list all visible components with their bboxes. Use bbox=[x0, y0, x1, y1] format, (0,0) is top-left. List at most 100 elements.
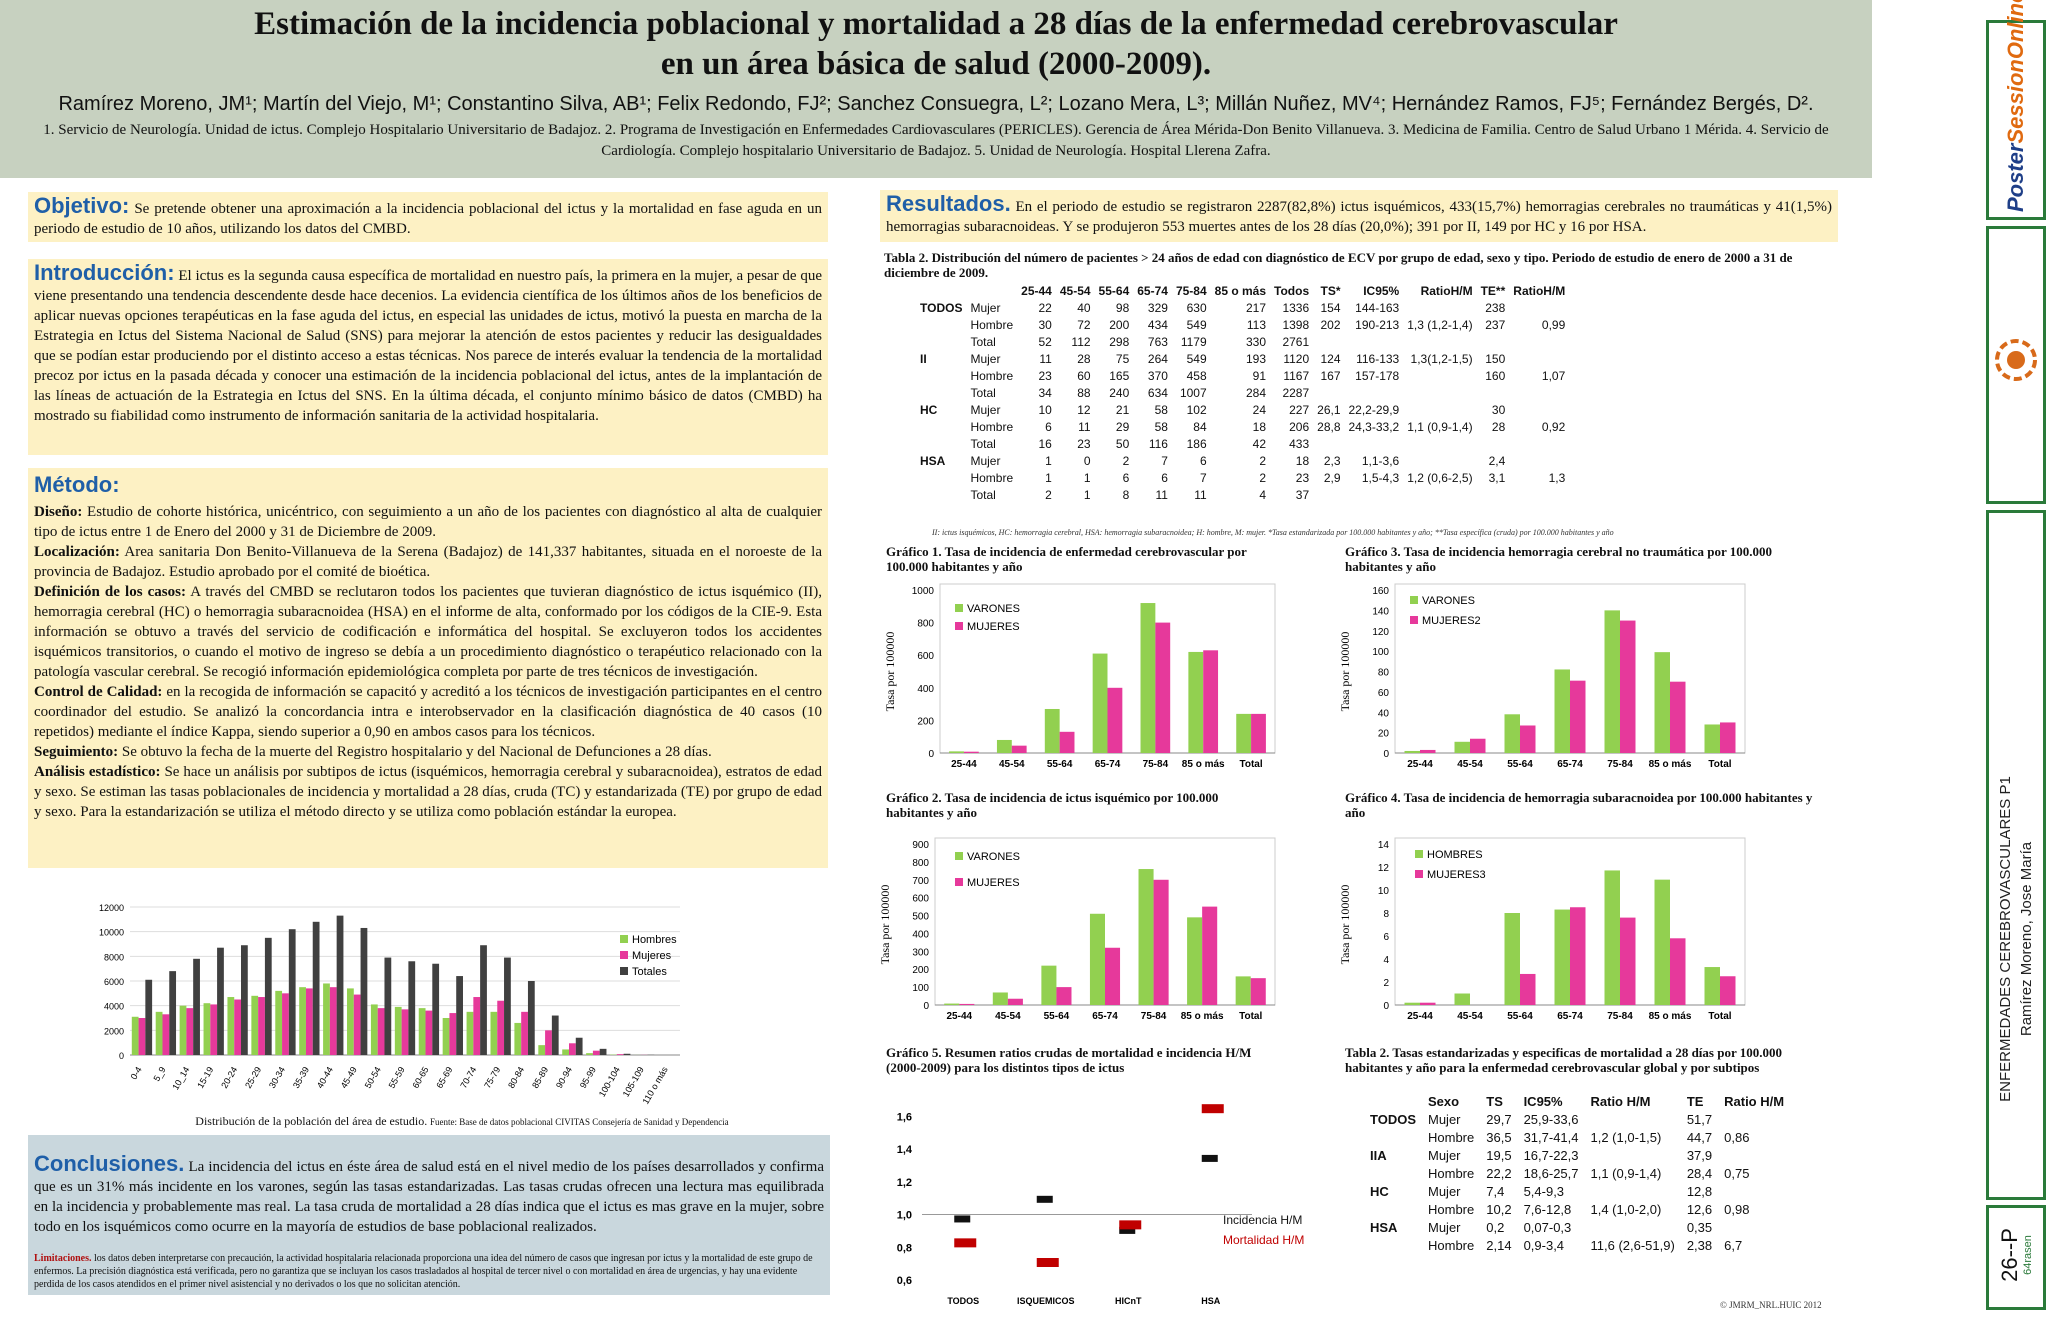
bar-mujeres bbox=[234, 1000, 241, 1056]
table-cell bbox=[1313, 486, 1344, 503]
table-cell: 18 bbox=[1211, 418, 1270, 435]
metodo-localizacion: Localización: Area sanitaria Don Benito-… bbox=[34, 542, 822, 582]
bar-mujeres bbox=[545, 1030, 552, 1055]
table-cell bbox=[1477, 435, 1510, 452]
y-tick-label: 10 bbox=[1378, 886, 1390, 897]
table-cell: TODOS bbox=[916, 299, 966, 316]
table-cell: 1,5-4,3 bbox=[1345, 469, 1404, 486]
y-tick-label: 0 bbox=[1383, 749, 1389, 760]
bar-mujeres bbox=[210, 1004, 217, 1055]
table-cell: 28,8 bbox=[1313, 418, 1344, 435]
x-tick-label: 75-79 bbox=[482, 1065, 502, 1090]
y-tick-label: 140 bbox=[1372, 606, 1389, 617]
table-cell bbox=[1364, 1236, 1422, 1254]
x-tick-label: 45-49 bbox=[339, 1065, 359, 1090]
table-cell: 190-213 bbox=[1345, 316, 1404, 333]
x-tick-label: 85 o más bbox=[1181, 1011, 1224, 1022]
legend-swatch bbox=[1410, 616, 1418, 624]
bar-varones bbox=[944, 1004, 959, 1005]
bar-totales bbox=[265, 938, 272, 1055]
g4-title: Gráfico 4. Tasa de incidencia de hemorra… bbox=[1345, 790, 1825, 820]
bar-varones bbox=[1188, 652, 1203, 753]
x-tick-label: 45-54 bbox=[999, 759, 1025, 770]
x-tick-label: Total bbox=[1239, 759, 1262, 770]
x-tick-label: 75-84 bbox=[1607, 759, 1633, 770]
table-cell: 10,2 bbox=[1480, 1200, 1517, 1218]
table-cell: 458 bbox=[1172, 367, 1211, 384]
x-tick-label: 45-54 bbox=[1457, 1011, 1483, 1022]
bar-varones bbox=[997, 740, 1012, 753]
table-cell: 72 bbox=[1056, 316, 1095, 333]
table-cell: Hombre bbox=[1422, 1236, 1480, 1254]
table-cell: 2,4 bbox=[1477, 452, 1510, 469]
table-cell: 40 bbox=[1056, 299, 1095, 316]
table-cell: 2 bbox=[1095, 452, 1134, 469]
table-cell: 36,5 bbox=[1480, 1128, 1517, 1146]
bar-mujeres bbox=[330, 987, 337, 1055]
table-header-cell: Ratio H/M bbox=[1718, 1092, 1790, 1110]
y-tick-label: 400 bbox=[917, 684, 934, 695]
table-cell: 0,98 bbox=[1718, 1200, 1790, 1218]
table-cell bbox=[916, 469, 966, 486]
bar-hombres bbox=[251, 996, 258, 1055]
table-cell: 298 bbox=[1095, 333, 1134, 350]
introduccion-text: El ictus es la segunda causa específica … bbox=[34, 268, 822, 424]
authors: Ramírez Moreno, JM¹; Martín del Viejo, M… bbox=[0, 92, 1872, 116]
table-cell: 1,1 (0,9-1,4) bbox=[1403, 418, 1476, 435]
bar-mujeres bbox=[378, 1008, 385, 1055]
table-cell: 31,7-41,4 bbox=[1518, 1128, 1585, 1146]
bar-mujeres2 bbox=[1520, 725, 1536, 753]
g3-title: Gráfico 3. Tasa de incidencia hemorragia… bbox=[1345, 544, 1825, 574]
y-tick-label: 120 bbox=[1372, 627, 1389, 638]
table-cell: 1,2 (1,0-1,5) bbox=[1585, 1128, 1681, 1146]
table-cell: 1 bbox=[1056, 469, 1095, 486]
x-tick-label: 40-44 bbox=[315, 1065, 335, 1090]
legend-swatch bbox=[955, 622, 963, 630]
table-cell: 112 bbox=[1056, 333, 1095, 350]
table-cell: 42 bbox=[1211, 435, 1270, 452]
y-tick-label: 1,4 bbox=[897, 1144, 913, 1156]
objetivo-box: Objetivo: Se pretende obtener una aproxi… bbox=[28, 192, 828, 242]
table-cell: Total bbox=[966, 486, 1017, 503]
table-cell bbox=[1403, 367, 1476, 384]
bar-mujeres3 bbox=[1520, 974, 1536, 1005]
bar-totales bbox=[217, 948, 224, 1055]
y-tick-label: 0 bbox=[923, 1001, 929, 1012]
table-cell: Mujer bbox=[1422, 1146, 1480, 1164]
metodo-text: Estudio de cohorte histórica, unicéntric… bbox=[34, 504, 822, 540]
y-tick-label: 1,2 bbox=[897, 1177, 912, 1189]
table-cell: 29,7 bbox=[1480, 1110, 1517, 1128]
y-tick-label: 300 bbox=[912, 947, 929, 958]
x-tick-label: TODOS bbox=[947, 1296, 979, 1306]
table-cell: 549 bbox=[1172, 316, 1211, 333]
x-tick-label: Total bbox=[1708, 1011, 1731, 1022]
x-tick-label: 65-74 bbox=[1557, 1011, 1583, 1022]
g5-title: Gráfico 5. Resumen ratios crudas de mort… bbox=[886, 1045, 1286, 1075]
bar-totales bbox=[384, 958, 391, 1055]
bar-mujeres bbox=[1155, 623, 1170, 753]
legend-label: Incidencia H/M bbox=[1223, 1213, 1302, 1227]
metodo-label: Localización: bbox=[34, 544, 120, 560]
sidebar-vertical-title: ENFERMEDADES CEREBROVASCULARES P1 bbox=[1995, 639, 2016, 1239]
table-cell: 433 bbox=[1270, 435, 1313, 452]
table-cell: 24 bbox=[1211, 401, 1270, 418]
table-cell: 154 bbox=[1313, 299, 1344, 316]
bar-mujeres bbox=[306, 988, 313, 1055]
marker-mortalidad-h-m bbox=[1119, 1220, 1141, 1229]
table-cell: 98 bbox=[1095, 299, 1134, 316]
legend-label: VARONES bbox=[967, 603, 1020, 615]
bar-hombres bbox=[1605, 870, 1621, 1005]
table-header-cell: 45-54 bbox=[1056, 282, 1095, 299]
table-cell: Mujer bbox=[1422, 1182, 1480, 1200]
table-cell: 238 bbox=[1477, 299, 1510, 316]
metodo-label: Seguimiento: bbox=[34, 744, 118, 760]
table-cell: 113 bbox=[1211, 316, 1270, 333]
x-tick-label: 105-109 bbox=[621, 1065, 646, 1099]
